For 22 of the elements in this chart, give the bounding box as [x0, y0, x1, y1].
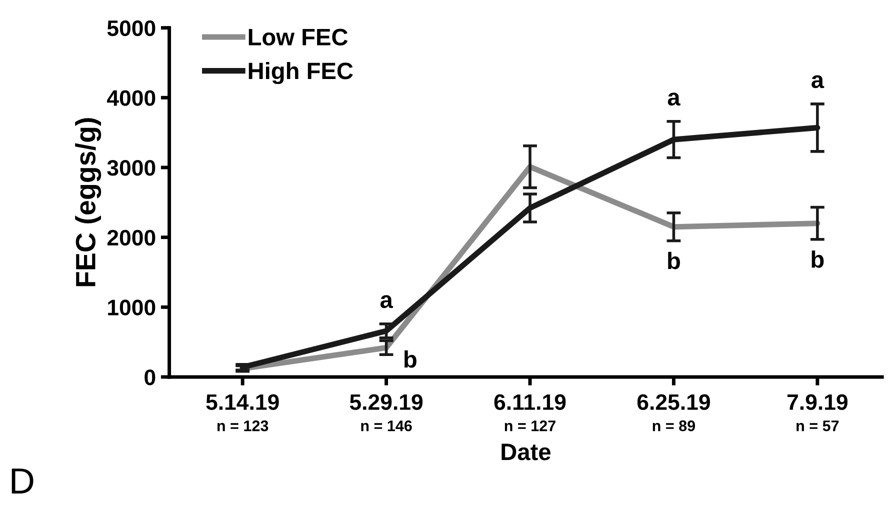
y-tick-label: 5000	[107, 20, 156, 36]
x-tick-label: 7.9.19 n = 57	[787, 394, 848, 432]
x-tick-label: 6.25.19 n = 89	[637, 394, 710, 432]
annotation: a	[668, 92, 680, 106]
annotation: b	[812, 250, 824, 268]
y-tick-label: 4000	[107, 90, 156, 106]
x-tick-label: 5.29.19 n = 146	[350, 394, 423, 432]
x-axis-title: Date	[502, 444, 550, 460]
legend-label: High FEC	[248, 62, 353, 84]
x-tick-label: 5.14.19 n = 123	[206, 394, 279, 432]
x-tick-label: 6.11.19 n = 127	[494, 394, 566, 432]
annotation: a	[380, 295, 394, 308]
legend-label: Low FEC	[248, 28, 348, 46]
annotation: a	[812, 75, 824, 88]
text: D	[12, 468, 34, 494]
y-tick-label: 3000	[107, 160, 156, 176]
y-axis-title: FEC (eggs/g)	[75, 118, 102, 286]
annotation: b	[404, 350, 416, 368]
y-tick-label: 2000	[107, 230, 156, 246]
y-tick-label: 1000	[108, 300, 156, 316]
annotation: b	[668, 252, 680, 270]
y-tick-label: 0	[144, 370, 156, 386]
